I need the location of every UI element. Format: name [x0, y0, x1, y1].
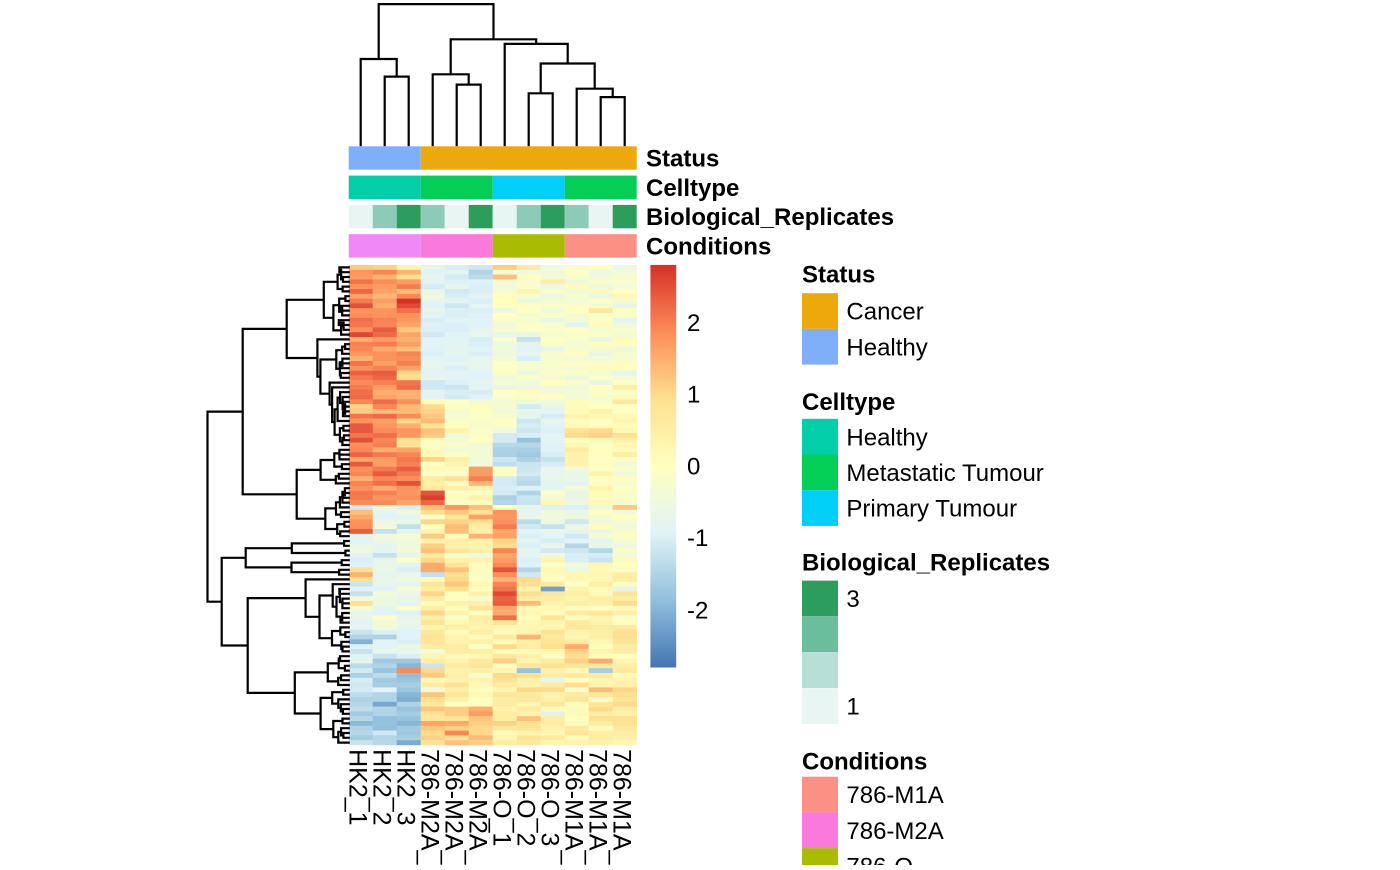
svg-text:HK2_1: HK2_1 [343, 749, 371, 825]
svg-text:Metastatic Tumour: Metastatic Tumour [846, 460, 1043, 487]
svg-text:Conditions: Conditions [646, 233, 771, 260]
svg-text:3: 3 [846, 586, 859, 613]
svg-text:Biological_Replicates: Biological_Replicates [646, 204, 894, 231]
svg-text:786-M2A_3: 786-M2A_3 [463, 749, 491, 865]
svg-text:786-M1A_1: 786-M1A_1 [583, 749, 611, 865]
svg-text:786-M2A_1: 786-M2A_1 [439, 749, 467, 865]
svg-text:Status: Status [646, 146, 719, 173]
svg-text:Biological_Replicates: Biological_Replicates [802, 549, 1050, 576]
svg-text:1: 1 [687, 382, 700, 409]
svg-text:Celltype: Celltype [646, 175, 739, 202]
svg-text:786-O_2: 786-O_2 [511, 749, 539, 846]
svg-text:Status: Status [802, 262, 875, 289]
svg-text:786-O_1: 786-O_1 [487, 749, 515, 846]
svg-text:Celltype: Celltype [802, 389, 895, 416]
svg-text:786-O_3: 786-O_3 [535, 749, 563, 846]
svg-text:Healthy: Healthy [846, 424, 927, 451]
svg-text:2: 2 [687, 310, 700, 337]
svg-text:HK2_2: HK2_2 [367, 749, 395, 825]
svg-text:786-O: 786-O [846, 854, 913, 865]
svg-text:-2: -2 [687, 598, 708, 625]
svg-text:Primary Tumour: Primary Tumour [846, 496, 1017, 523]
svg-text:786-M1A_3: 786-M1A_3 [607, 749, 635, 865]
svg-text:786-M2A_2: 786-M2A_2 [415, 749, 443, 865]
svg-text:Cancer: Cancer [846, 299, 923, 326]
svg-text:-1: -1 [687, 525, 708, 552]
svg-text:Conditions: Conditions [802, 748, 927, 775]
svg-text:786-M1A_2: 786-M1A_2 [559, 749, 587, 865]
svg-text:0: 0 [687, 453, 700, 480]
svg-text:Healthy: Healthy [846, 334, 927, 361]
svg-text:HK2_3: HK2_3 [391, 749, 419, 825]
svg-text:786-M2A: 786-M2A [846, 818, 943, 845]
svg-text:1: 1 [846, 694, 859, 721]
svg-text:786-M1A: 786-M1A [846, 782, 943, 809]
